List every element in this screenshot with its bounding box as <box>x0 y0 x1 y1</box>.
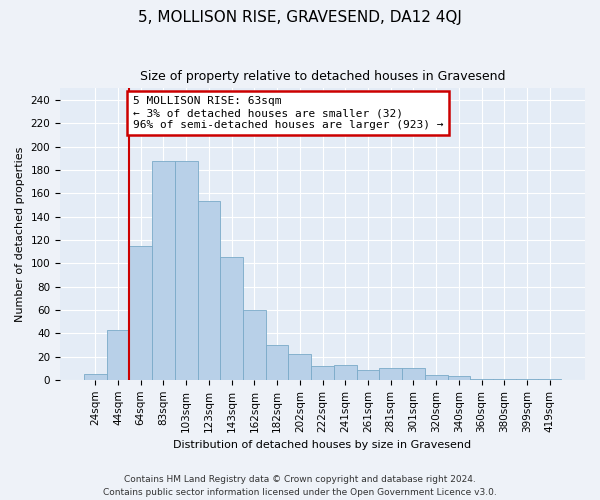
Bar <box>152 160 175 380</box>
Text: Contains HM Land Registry data © Crown copyright and database right 2024.
Contai: Contains HM Land Registry data © Crown c… <box>103 476 497 497</box>
Bar <box>538 378 561 380</box>
Bar <box>175 160 197 380</box>
X-axis label: Distribution of detached houses by size in Gravesend: Distribution of detached houses by size … <box>173 440 472 450</box>
Bar <box>243 310 266 380</box>
Bar <box>289 354 311 380</box>
Bar <box>266 345 289 380</box>
Bar <box>356 370 379 380</box>
Bar <box>448 376 470 380</box>
Text: 5 MOLLISON RISE: 63sqm
← 3% of detached houses are smaller (32)
96% of semi-deta: 5 MOLLISON RISE: 63sqm ← 3% of detached … <box>133 96 443 130</box>
Bar <box>379 368 402 380</box>
Bar <box>197 202 220 380</box>
Bar <box>334 364 356 380</box>
Y-axis label: Number of detached properties: Number of detached properties <box>15 146 25 322</box>
Bar <box>130 246 152 380</box>
Bar <box>220 258 243 380</box>
Bar <box>402 368 425 380</box>
Bar <box>493 378 515 380</box>
Text: 5, MOLLISON RISE, GRAVESEND, DA12 4QJ: 5, MOLLISON RISE, GRAVESEND, DA12 4QJ <box>138 10 462 25</box>
Bar <box>311 366 334 380</box>
Bar <box>425 375 448 380</box>
Title: Size of property relative to detached houses in Gravesend: Size of property relative to detached ho… <box>140 70 505 83</box>
Bar <box>470 378 493 380</box>
Bar <box>107 330 130 380</box>
Bar <box>515 378 538 380</box>
Bar <box>84 374 107 380</box>
